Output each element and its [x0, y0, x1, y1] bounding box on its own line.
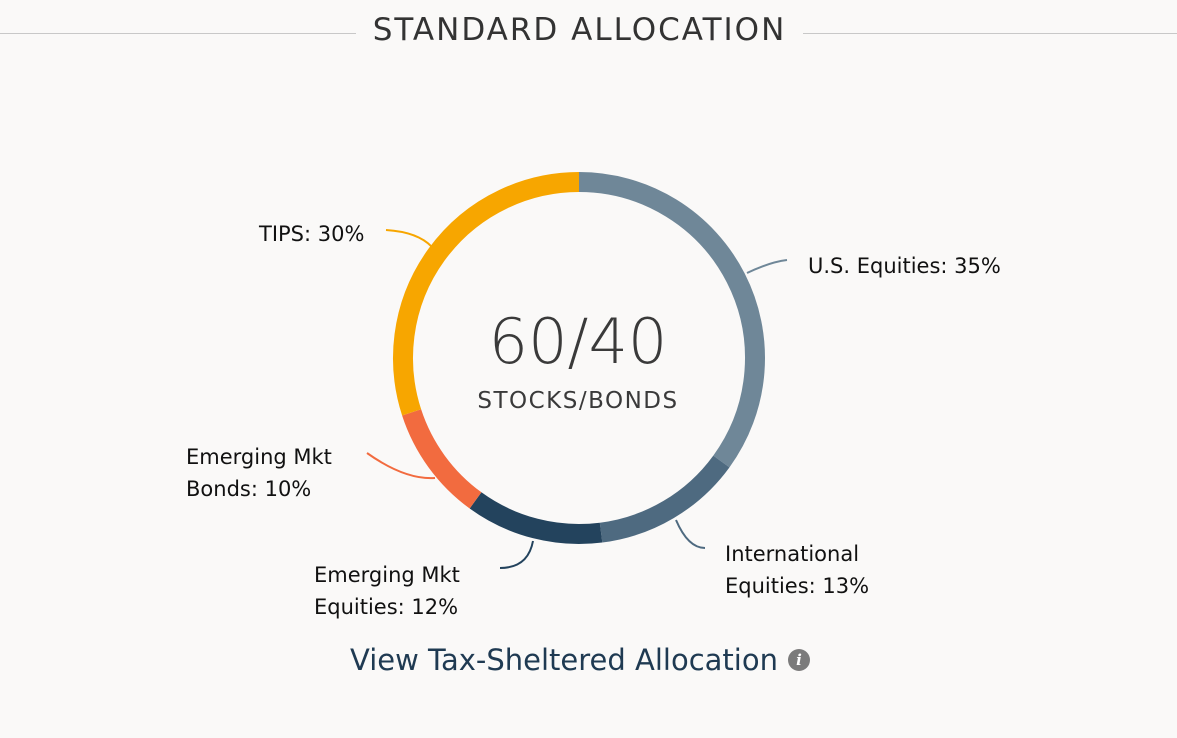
- leader-line-emerging-mkt-bonds: [366, 452, 436, 480]
- center-ratio-value: 60/40: [488, 305, 668, 378]
- info-icon[interactable]: i: [787, 649, 810, 671]
- leader-line-tips: [385, 229, 433, 248]
- slice-tips: [393, 172, 580, 416]
- label-emerging-mkt-equities: Emerging Mkt Equities: 12%: [314, 563, 460, 619]
- label-international-equities: International Equities: 13%: [725, 542, 870, 598]
- center-ratio-caption: STOCKS/BONDS: [477, 388, 679, 414]
- slice-emerging-mkt-bonds: [402, 409, 482, 509]
- slice-international-equities: [599, 455, 730, 543]
- leader-line-emerging-mkt-equities: [499, 540, 534, 569]
- label-tips: TIPS: 30%: [259, 222, 365, 246]
- view-tax-sheltered-label[interactable]: View Tax-Sheltered Allocation: [350, 643, 778, 677]
- leader-line-international-equities: [675, 519, 706, 549]
- slice-us-equities: [578, 172, 765, 468]
- section-title: STANDARD ALLOCATION: [372, 12, 787, 48]
- label-emerging-mkt-bonds: Emerging Mkt Bonds: 10%: [186, 445, 332, 501]
- header-divider-left: [0, 33, 356, 34]
- header-divider-right: [803, 33, 1177, 34]
- label-us-equities: U.S. Equities: 35%: [808, 254, 1001, 278]
- slice-emerging-mkt-equities: [469, 492, 603, 544]
- leader-line-us-equities: [746, 259, 788, 274]
- view-tax-sheltered-link[interactable]: View Tax-Sheltered Allocation i: [340, 638, 820, 682]
